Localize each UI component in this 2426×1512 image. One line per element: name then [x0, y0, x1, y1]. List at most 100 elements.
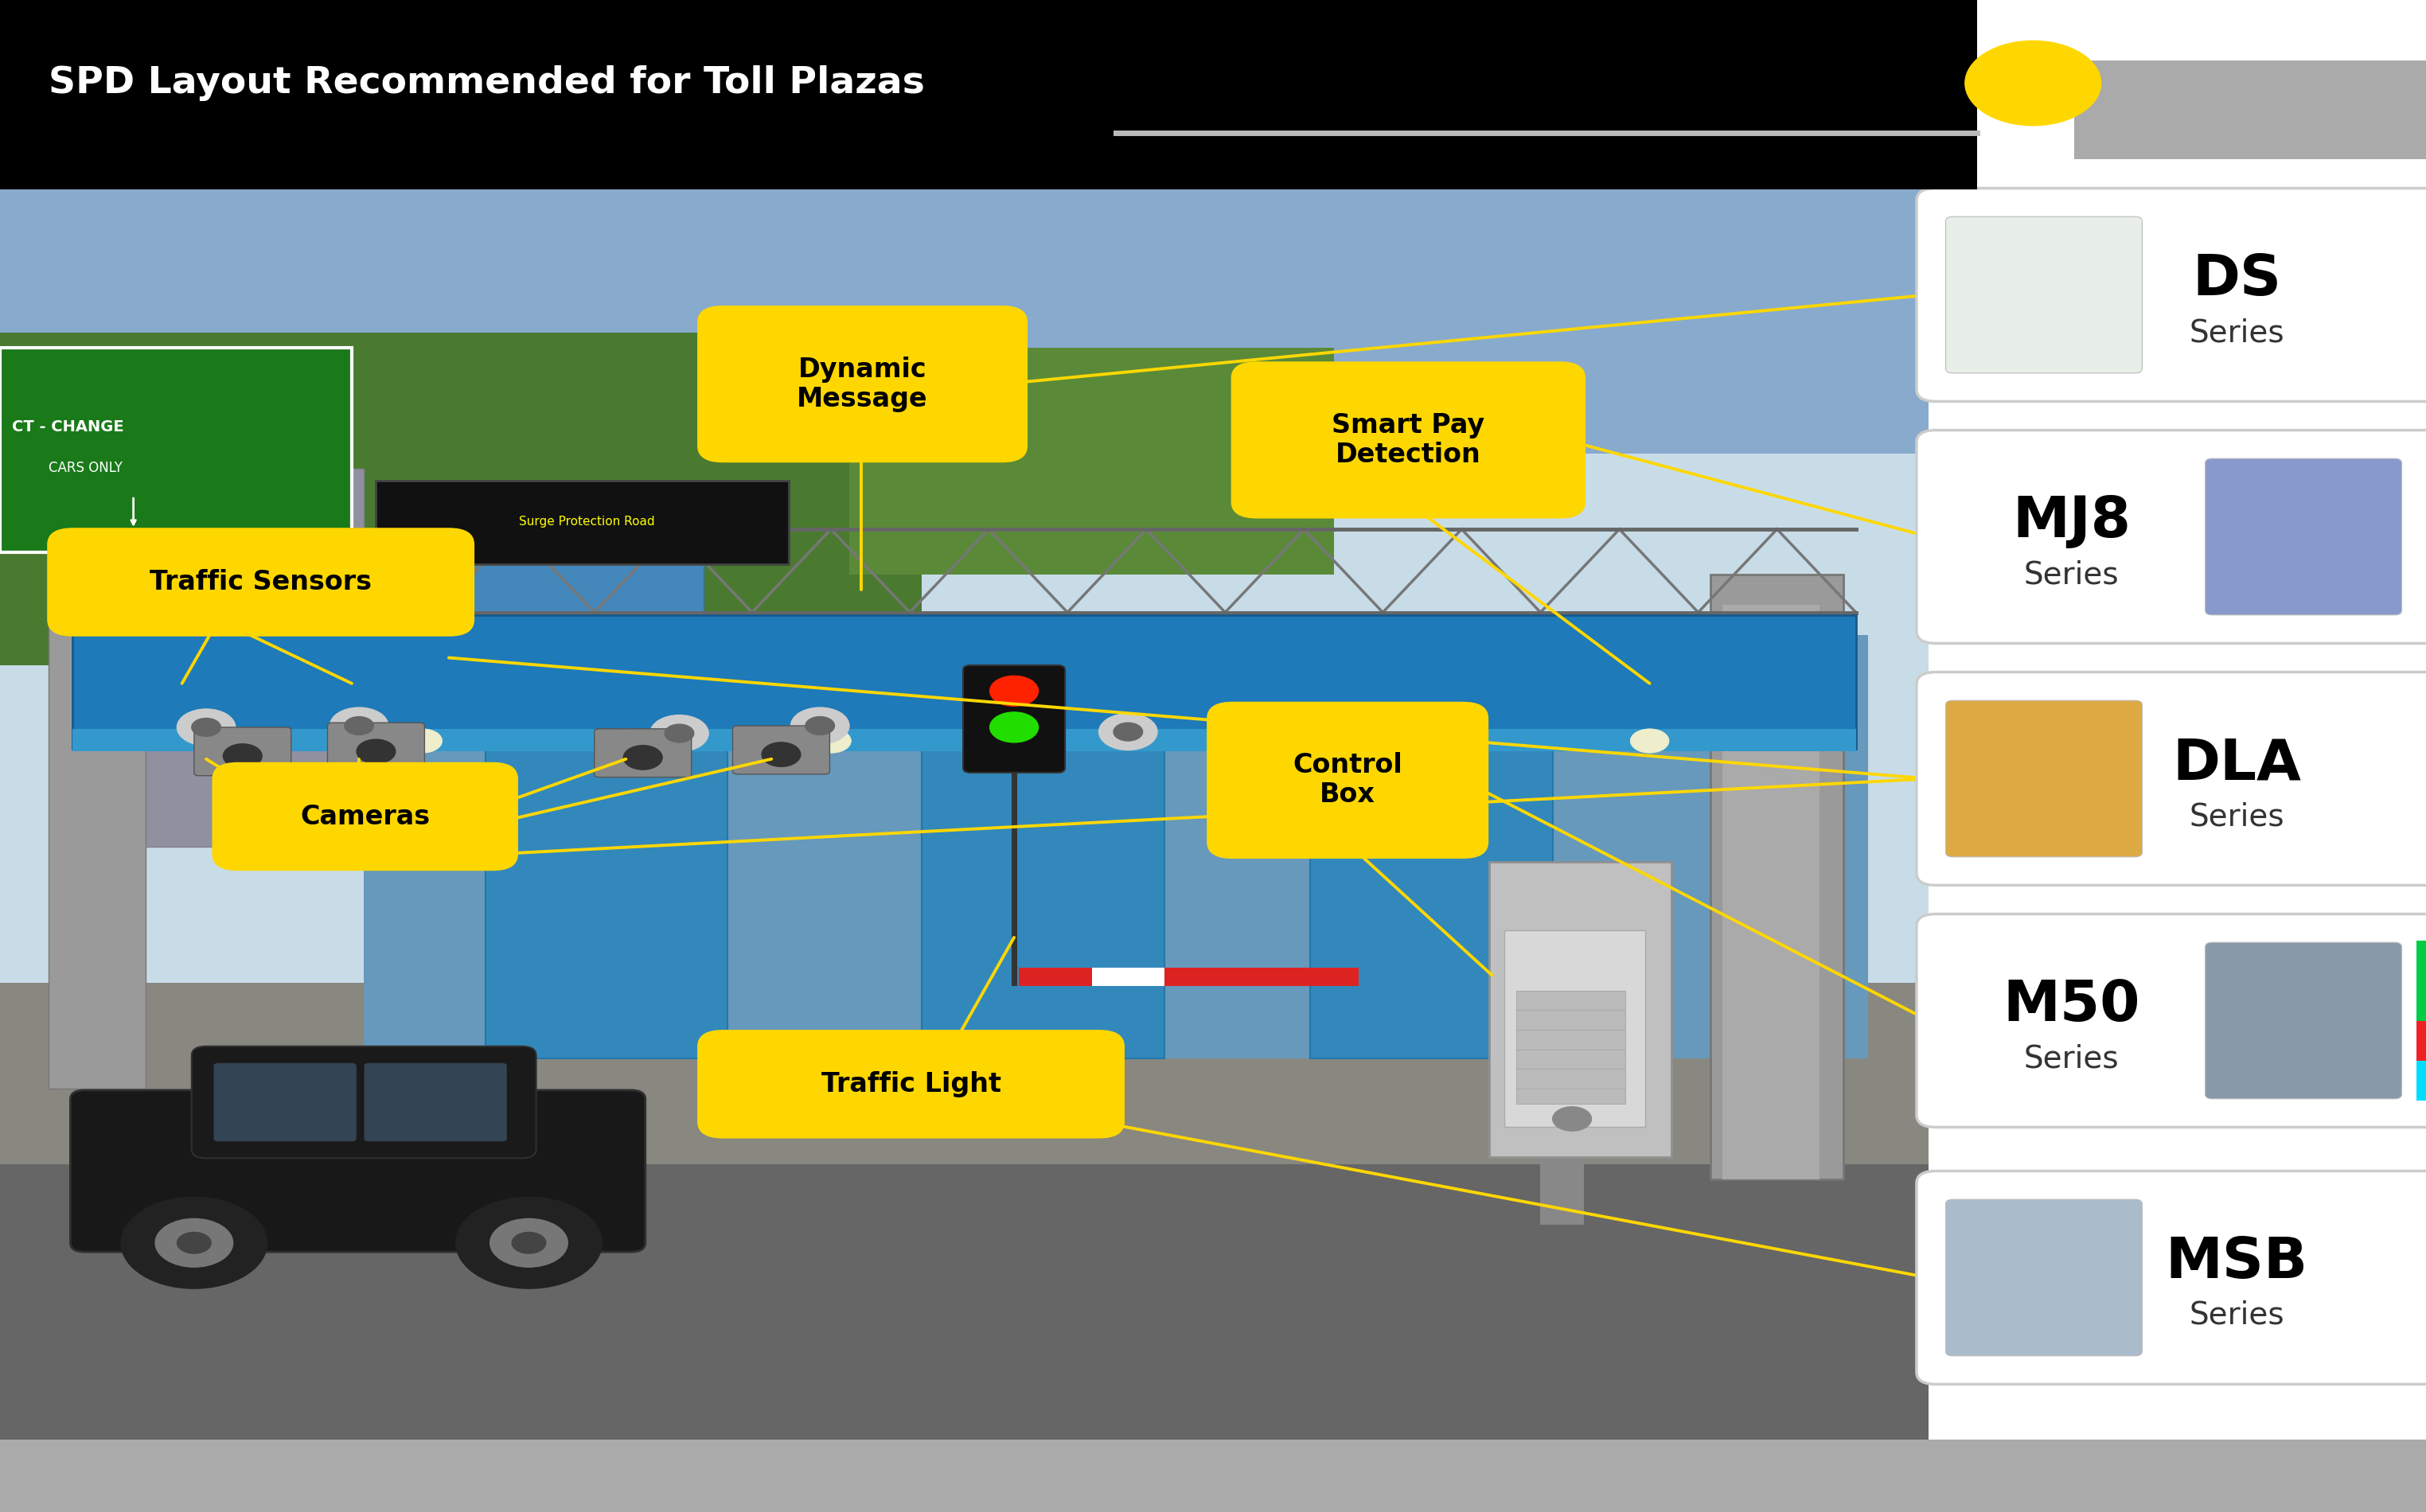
FancyBboxPatch shape	[733, 726, 830, 774]
FancyBboxPatch shape	[328, 723, 425, 771]
Text: Series: Series	[2023, 559, 2118, 590]
FancyBboxPatch shape	[1092, 968, 1164, 986]
FancyBboxPatch shape	[594, 729, 691, 777]
Text: Smart Pay
Detection: Smart Pay Detection	[1332, 413, 1485, 467]
FancyBboxPatch shape	[1917, 1170, 2426, 1385]
Circle shape	[177, 1232, 211, 1253]
FancyBboxPatch shape	[0, 189, 1929, 454]
FancyBboxPatch shape	[910, 718, 1177, 748]
FancyBboxPatch shape	[213, 1063, 357, 1142]
Circle shape	[791, 708, 849, 744]
FancyBboxPatch shape	[485, 741, 728, 1058]
Circle shape	[1220, 729, 1259, 753]
FancyBboxPatch shape	[1710, 575, 1844, 1179]
FancyBboxPatch shape	[0, 1061, 1929, 1439]
Circle shape	[1426, 729, 1465, 753]
FancyBboxPatch shape	[194, 727, 291, 776]
FancyBboxPatch shape	[473, 718, 740, 748]
FancyBboxPatch shape	[0, 348, 352, 552]
Circle shape	[155, 1219, 233, 1267]
Circle shape	[177, 709, 235, 745]
FancyBboxPatch shape	[412, 544, 704, 847]
FancyBboxPatch shape	[1019, 968, 1359, 986]
Text: Traffic Light: Traffic Light	[820, 1070, 1002, 1098]
FancyBboxPatch shape	[1232, 363, 1584, 517]
Text: Traffic Sensors: Traffic Sensors	[150, 569, 371, 596]
Circle shape	[650, 715, 708, 751]
Circle shape	[403, 729, 442, 753]
FancyBboxPatch shape	[1516, 990, 1625, 1104]
FancyBboxPatch shape	[1504, 930, 1645, 1126]
FancyBboxPatch shape	[699, 1031, 1123, 1137]
Circle shape	[609, 729, 648, 753]
Circle shape	[1099, 714, 1157, 750]
FancyBboxPatch shape	[1298, 718, 1565, 748]
FancyBboxPatch shape	[1946, 1199, 2142, 1356]
FancyBboxPatch shape	[699, 307, 1026, 461]
Text: CT - CHANGE: CT - CHANGE	[12, 419, 124, 434]
FancyBboxPatch shape	[1722, 605, 1820, 1179]
Circle shape	[762, 742, 801, 767]
Text: Dynamic
Message: Dynamic Message	[796, 357, 929, 411]
Circle shape	[805, 717, 835, 735]
Text: Series: Series	[2023, 1043, 2118, 1074]
FancyBboxPatch shape	[1310, 741, 1553, 1058]
Text: MJ8: MJ8	[2011, 494, 2130, 549]
Text: Surge Protection Road: Surge Protection Road	[519, 516, 655, 528]
FancyBboxPatch shape	[73, 615, 1856, 748]
Circle shape	[813, 729, 852, 753]
FancyBboxPatch shape	[73, 729, 1856, 751]
FancyBboxPatch shape	[1946, 700, 2142, 857]
Circle shape	[1630, 729, 1669, 753]
Circle shape	[490, 1219, 568, 1267]
FancyBboxPatch shape	[963, 665, 1065, 773]
Text: M50: M50	[2004, 978, 2140, 1033]
FancyBboxPatch shape	[2205, 458, 2402, 615]
FancyBboxPatch shape	[376, 481, 788, 564]
FancyBboxPatch shape	[849, 348, 1334, 575]
Circle shape	[223, 744, 262, 768]
Circle shape	[1016, 729, 1055, 753]
Text: DS: DS	[2193, 253, 2280, 307]
Text: Control
Box: Control Box	[1293, 753, 1402, 807]
FancyBboxPatch shape	[922, 741, 1164, 1058]
FancyBboxPatch shape	[364, 635, 1868, 1058]
FancyBboxPatch shape	[2074, 60, 2426, 159]
FancyBboxPatch shape	[49, 529, 473, 635]
FancyBboxPatch shape	[1917, 913, 2426, 1128]
Circle shape	[192, 718, 221, 736]
Circle shape	[1965, 41, 2101, 125]
Text: Cameras: Cameras	[301, 803, 429, 830]
FancyBboxPatch shape	[1917, 671, 2426, 886]
Circle shape	[357, 739, 395, 764]
FancyBboxPatch shape	[0, 983, 1929, 1164]
Circle shape	[344, 717, 374, 735]
FancyBboxPatch shape	[1946, 216, 2142, 373]
FancyBboxPatch shape	[1490, 862, 1672, 1157]
Text: Series: Series	[2188, 1300, 2285, 1331]
Circle shape	[1553, 1107, 1591, 1131]
Text: Series: Series	[2188, 318, 2285, 348]
FancyBboxPatch shape	[192, 1046, 536, 1158]
Text: CARS ONLY: CARS ONLY	[49, 461, 121, 475]
Text: DLA: DLA	[2171, 736, 2302, 791]
Circle shape	[199, 729, 238, 753]
FancyBboxPatch shape	[2416, 1061, 2426, 1101]
FancyBboxPatch shape	[70, 1090, 645, 1252]
Text: MSB: MSB	[2166, 1235, 2307, 1290]
Circle shape	[512, 1232, 546, 1253]
Circle shape	[990, 676, 1038, 706]
FancyBboxPatch shape	[0, 0, 1977, 189]
FancyBboxPatch shape	[0, 189, 1929, 1439]
FancyBboxPatch shape	[73, 469, 364, 847]
FancyBboxPatch shape	[213, 764, 517, 869]
FancyBboxPatch shape	[1541, 1152, 1584, 1225]
Circle shape	[121, 1198, 267, 1288]
FancyBboxPatch shape	[1208, 703, 1487, 857]
FancyBboxPatch shape	[364, 1063, 507, 1142]
FancyBboxPatch shape	[2205, 942, 2402, 1099]
Circle shape	[623, 745, 662, 770]
FancyBboxPatch shape	[49, 559, 146, 1089]
Text: Series: Series	[2188, 801, 2285, 832]
Circle shape	[665, 724, 694, 742]
